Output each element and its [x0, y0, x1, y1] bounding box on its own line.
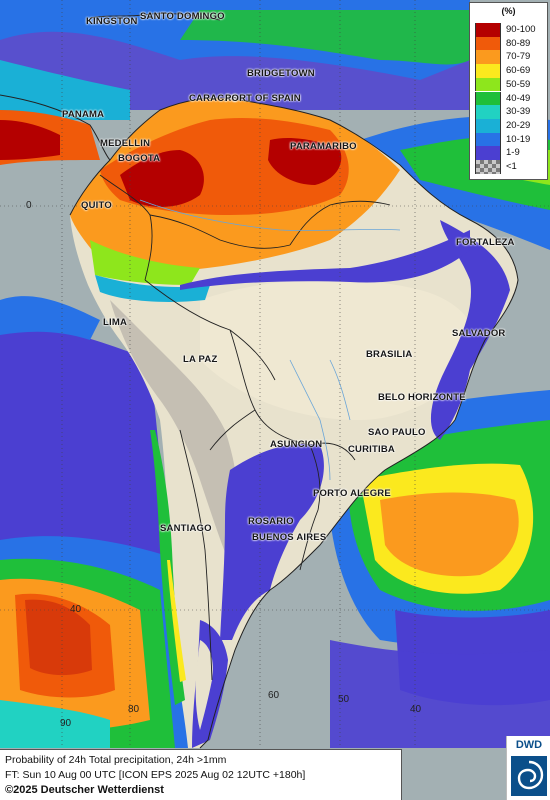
legend-row: 30-39 — [475, 105, 545, 119]
city-label-caracas: CARACAS — [189, 93, 238, 104]
city-label-santo-domingo: SANTO DOMINGO — [140, 11, 225, 22]
city-label-buenos-aires: BUENOS AIRES — [252, 532, 327, 543]
longitude-label-40: 40 — [410, 704, 422, 715]
legend-label: 40-49 — [506, 92, 531, 104]
coastline — [69, 97, 519, 749]
city-label-bogota: BOGOTA — [118, 153, 161, 164]
product-title: Probability of 24h Total precipitation, … — [5, 754, 227, 766]
legend-swatch — [475, 105, 501, 119]
logo-text: DWD — [515, 739, 543, 751]
city-label-rosario: ROSARIO — [248, 516, 294, 527]
latitude-label-40-left: 40 — [70, 604, 82, 615]
legend-label: 10-19 — [506, 133, 531, 145]
legend-swatch — [475, 50, 501, 65]
swirl-icon — [511, 756, 547, 796]
legend-swatch — [475, 146, 501, 160]
legend-swatch — [475, 118, 501, 133]
latitude-label-0: 0 — [26, 200, 32, 211]
legend-row: 20-29 — [475, 118, 545, 133]
legend-row: 90-100 — [475, 23, 545, 37]
legend-label: 30-39 — [506, 106, 531, 118]
longitude-label-80: 80 — [128, 704, 140, 715]
city-label-port-of-spain: PORT OF SPAIN — [225, 93, 301, 104]
legend: (%) 90-100 80-89 70-79 60-69 50-59 40-49 30-39… — [469, 2, 548, 180]
city-label-fortaleza: FORTALEZA — [456, 237, 515, 248]
city-label-asuncion: ASUNCION — [270, 439, 323, 450]
city-label-belo-horizonte: BELO HORIZONTE — [378, 392, 466, 403]
legend-label: 80-89 — [506, 37, 531, 49]
city-label-panama: PANAMA — [62, 109, 105, 120]
legend-label: 60-69 — [506, 65, 531, 77]
legend-row: 1-9 — [475, 146, 545, 160]
legend-row: 70-79 — [475, 50, 545, 65]
rivers — [139, 199, 401, 481]
city-label-medellin: MEDELLIN — [100, 138, 151, 149]
legend-swatch — [475, 77, 501, 92]
precipitation-field — [0, 0, 550, 748]
central-america-coast — [0, 94, 111, 161]
longitude-label-90: 90 — [60, 718, 72, 729]
legend-swatch — [475, 160, 501, 174]
city-label-curitiba: CURITIBA — [348, 444, 395, 455]
longitude-label-50: 50 — [338, 694, 350, 705]
legend-unit: (%) — [501, 6, 516, 16]
legend-label: 70-79 — [506, 51, 531, 63]
city-label-porto-alegre: PORTO ALEGRE — [313, 488, 391, 499]
legend-swatch — [475, 23, 501, 37]
legend-label: 90-100 — [506, 24, 536, 35]
graticule — [0, 0, 550, 748]
legend-row: 40-49 — [475, 91, 545, 106]
legend-row: <1 — [475, 160, 545, 174]
legend-swatch — [475, 91, 501, 106]
legend-label: <1 — [506, 161, 517, 172]
legend-swatch — [475, 64, 501, 78]
legend-row: 10-19 — [475, 132, 545, 147]
legend-swatch — [475, 132, 501, 147]
legend-row: 50-59 — [475, 77, 545, 92]
caribbean-islands — [89, 12, 221, 21]
city-label-santiago: SANTIAGO — [160, 523, 212, 534]
forecast-time: FT: Sun 10 Aug 00 UTC [ICON EPS 2025 Aug… — [5, 769, 306, 781]
city-label-la-paz: LA PAZ — [183, 354, 218, 365]
land-precipitation — [0, 98, 510, 748]
dwd-logo: DWD — [506, 736, 550, 800]
city-label-brasilia: BRASILIA — [366, 349, 413, 360]
legend-label: 50-59 — [506, 78, 531, 90]
city-label-quito: QUITO — [81, 200, 112, 211]
legend-row: 80-89 — [475, 36, 545, 51]
longitude-label-60: 60 — [268, 690, 280, 701]
city-label-kingston: KINGSTON — [86, 16, 138, 27]
city-label-salvador: SALVADOR — [452, 328, 506, 339]
country-borders — [99, 174, 391, 681]
city-label-paramaribo: PARAMARIBO — [290, 141, 357, 152]
info-footer: Probability of 24h Total precipitation, … — [0, 749, 402, 800]
legend-label: 20-29 — [506, 119, 531, 131]
legend-row: 60-69 — [475, 64, 545, 78]
legend-swatch — [475, 36, 501, 51]
city-label-bridgetown: BRIDGETOWN — [247, 68, 315, 79]
city-label-sao-paulo: SAO PAULO — [368, 427, 426, 438]
copyright: ©2025 Deutscher Wetterdienst — [5, 784, 164, 796]
legend-label: 1-9 — [506, 147, 520, 159]
city-label-lima: LIMA — [103, 317, 128, 328]
